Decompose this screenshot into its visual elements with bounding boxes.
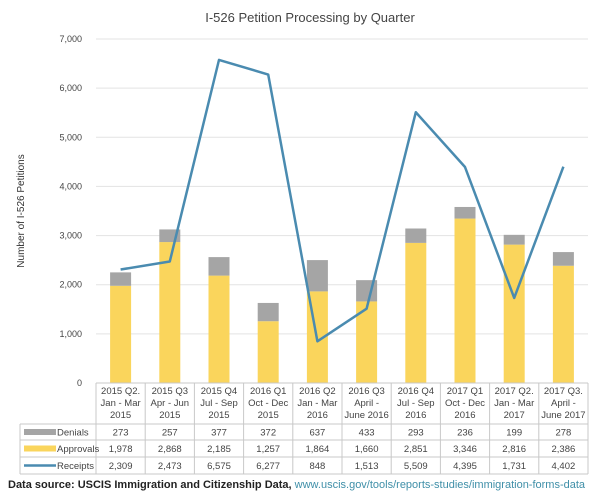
data-label: 4,402 — [552, 461, 576, 472]
y-tick-label: 4,000 — [59, 181, 82, 191]
data-label: 199 — [506, 428, 522, 439]
x-category-label: 2016 — [405, 410, 426, 421]
data-label: 6,277 — [256, 461, 280, 472]
y-tick-label: 6,000 — [59, 83, 82, 93]
x-category-label: 2016 — [454, 410, 475, 421]
source-link[interactable]: www.uscis.gov/tools/reports-studies/immi… — [294, 479, 586, 491]
x-category-label: 2015 Q4 — [201, 386, 237, 397]
bar-approvals — [159, 242, 181, 383]
bar-approvals — [503, 244, 525, 383]
data-label: 2,185 — [207, 444, 231, 455]
x-category-label: 2015 Q3 — [152, 386, 188, 397]
data-label: 1,864 — [306, 444, 330, 455]
x-category-label: June 2016 — [344, 410, 388, 421]
x-category-label: Jan - Mar — [297, 398, 337, 409]
data-label: 2,868 — [158, 444, 182, 455]
legend-label-denials: Denials — [57, 428, 89, 439]
x-category-label: 2016 Q4 — [398, 386, 434, 397]
bar-denials — [208, 257, 230, 276]
x-category-label: Jan - Mar — [101, 398, 141, 409]
data-label: 3,346 — [453, 444, 477, 455]
data-label: 433 — [359, 428, 375, 439]
bar-denials — [306, 260, 328, 292]
data-label: 1,978 — [109, 444, 133, 455]
data-label: 372 — [260, 428, 276, 439]
x-category-label: April - — [551, 398, 576, 409]
bar-approvals — [110, 285, 132, 383]
x-category-label: 2016 Q1 — [250, 386, 286, 397]
x-category-label: 2017 Q2. — [495, 386, 534, 397]
x-category-label: Jul - Sep — [397, 398, 435, 409]
data-label: 6,575 — [207, 461, 231, 472]
data-label: 1,513 — [355, 461, 379, 472]
bar-denials — [405, 228, 427, 243]
x-category-label: 2015 — [110, 410, 131, 421]
data-source: Data source: USCIS Immigration and Citiz… — [8, 479, 585, 491]
x-category-label: 2017 Q1 — [447, 386, 483, 397]
data-label: 2,386 — [552, 444, 576, 455]
x-category-label: 2015 — [258, 410, 279, 421]
legend-swatch-denials — [24, 429, 56, 435]
data-label: 4,395 — [453, 461, 477, 472]
data-label: 2,473 — [158, 461, 182, 472]
x-category-label: 2017 — [504, 410, 525, 421]
x-category-label: June 2017 — [541, 410, 585, 421]
data-label: 848 — [309, 461, 325, 472]
data-label: 2,851 — [404, 444, 428, 455]
legend-label-receipts: Receipts — [57, 461, 94, 472]
bar-approvals — [454, 218, 476, 383]
x-category-label: 2016 Q2 — [299, 386, 335, 397]
y-tick-label: 2,000 — [59, 280, 82, 290]
x-category-label: April - — [354, 398, 379, 409]
x-category-label: 2015 — [208, 410, 229, 421]
legend-label-approvals: Approvals — [57, 444, 99, 455]
data-label: 1,731 — [502, 461, 526, 472]
x-category-label: Oct - Dec — [248, 398, 288, 409]
x-category-label: Jul - Sep — [200, 398, 238, 409]
data-label: 377 — [211, 428, 227, 439]
bar-approvals — [356, 301, 378, 383]
y-tick-label: 7,000 — [59, 34, 82, 44]
x-category-label: Oct - Dec — [445, 398, 485, 409]
y-tick-label: 3,000 — [59, 231, 82, 241]
bar-approvals — [257, 321, 279, 383]
data-label: 5,509 — [404, 461, 428, 472]
data-label: 637 — [309, 428, 325, 439]
chart-title: I-526 Petition Processing by Quarter — [205, 10, 415, 25]
x-category-label: 2016 — [307, 410, 328, 421]
data-label: 273 — [113, 428, 129, 439]
bar-approvals — [208, 275, 230, 383]
x-category-label: Jan - Mar — [494, 398, 534, 409]
data-label: 2,816 — [502, 444, 526, 455]
y-tick-label: 1,000 — [59, 329, 82, 339]
y-axis-label: Number of I-526 Petitions — [16, 154, 27, 267]
receipts-line — [120, 58, 565, 343]
data-label: 1,257 — [256, 444, 280, 455]
data-label: 236 — [457, 428, 473, 439]
data-label: 2,309 — [109, 461, 133, 472]
x-category-label: 2015 — [159, 410, 180, 421]
y-tick-label: 5,000 — [59, 132, 82, 142]
data-label: 278 — [555, 428, 571, 439]
bar-denials — [110, 272, 132, 286]
bar-denials — [257, 302, 279, 322]
data-label: 293 — [408, 428, 424, 439]
source-label: Data source: USCIS Immigration and Citiz… — [8, 479, 295, 491]
x-category-label: 2017 Q3. — [544, 386, 583, 397]
bar-approvals — [405, 242, 427, 383]
bar-denials — [552, 252, 574, 266]
data-label: 257 — [162, 428, 178, 439]
legend-swatch-approvals — [24, 445, 56, 452]
y-tick-label: 0 — [77, 378, 82, 388]
bar-approvals — [552, 265, 574, 383]
bar-denials — [454, 206, 476, 219]
bar-denials — [503, 234, 525, 245]
chart: I-526 Petition Processing by Quarter Num… — [16, 10, 589, 475]
x-category-label: 2016 Q3 — [348, 386, 384, 397]
data-label: 1,660 — [355, 444, 379, 455]
x-category-label: 2015 Q2. — [101, 386, 140, 397]
x-category-label: Apr - Jun — [151, 398, 190, 409]
